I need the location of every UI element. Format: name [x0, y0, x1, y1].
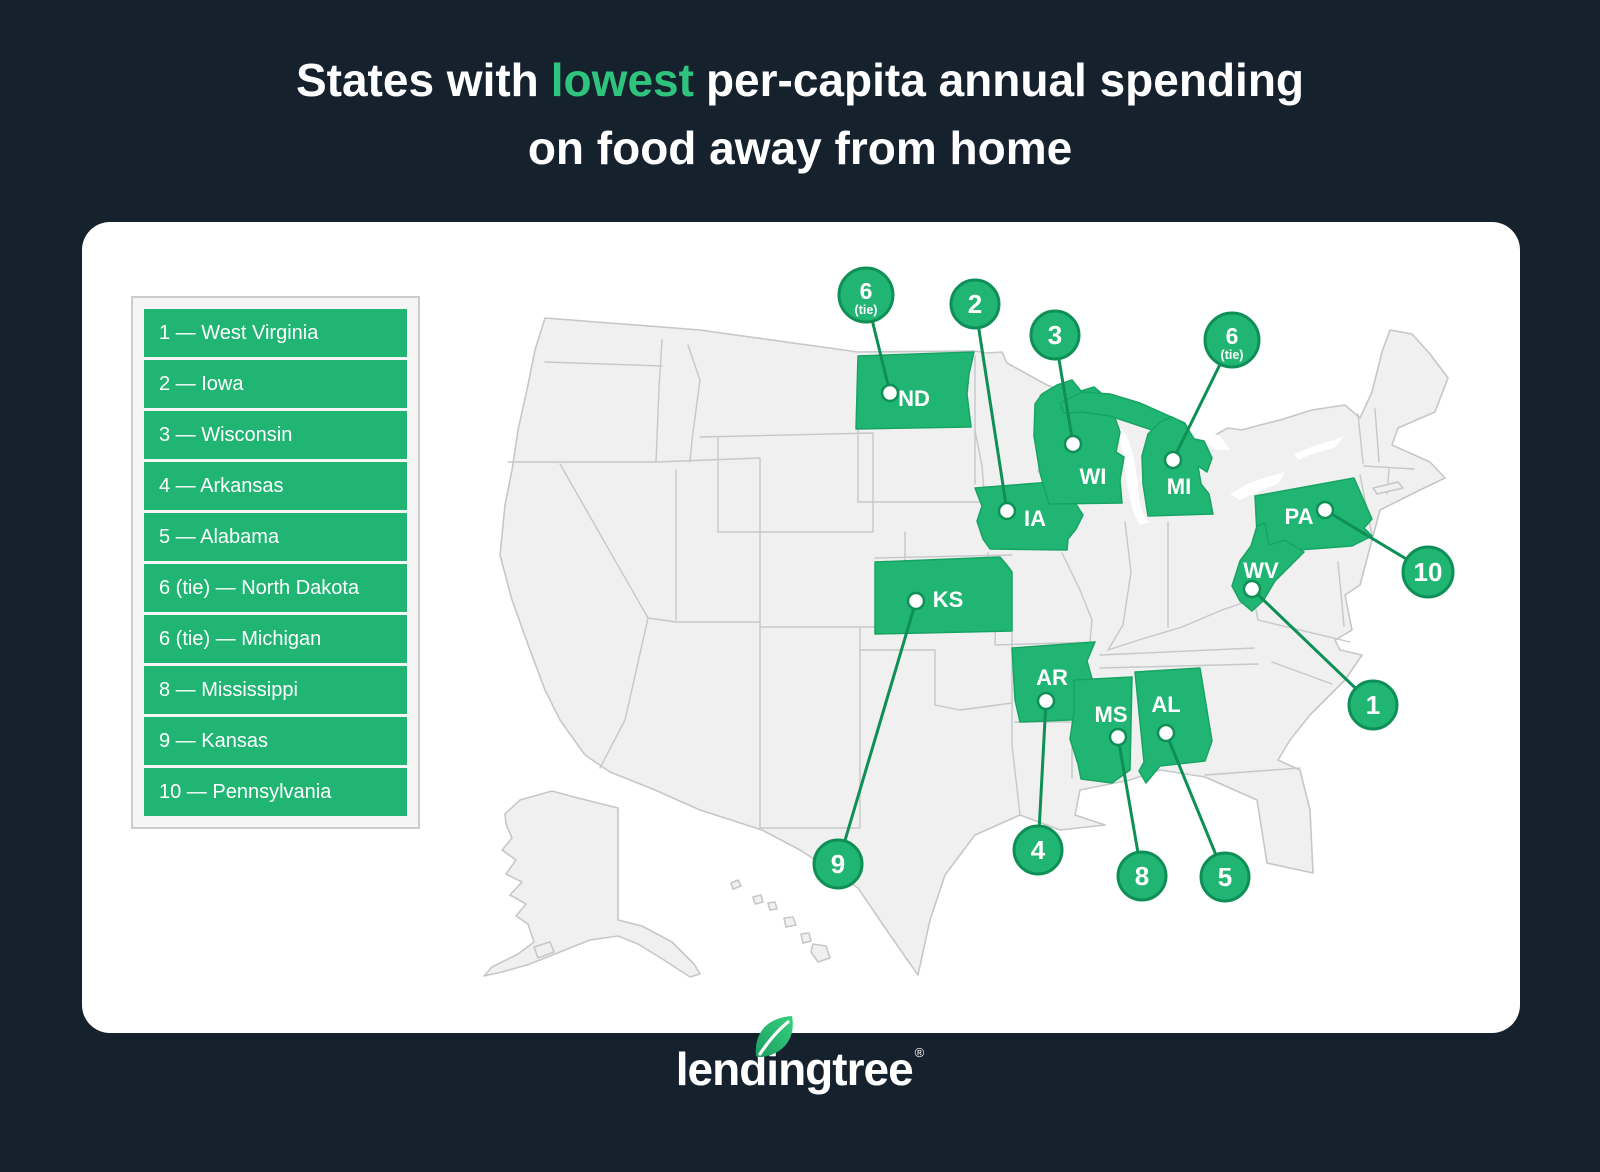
legend-item: 9 — Kansas: [144, 717, 407, 765]
connector-wv: [1250, 587, 1375, 707]
lake-erie: [1230, 472, 1285, 500]
page-title: States with lowest per-capita annual spend…: [0, 46, 1600, 182]
marker-dot-ia: [997, 501, 1017, 521]
svg-text:(tie): (tie): [855, 303, 878, 317]
registered-mark: ®: [914, 1045, 925, 1060]
leaf-icon: [755, 1016, 793, 1058]
svg-text:8: 8: [1135, 861, 1149, 891]
connector-al: [1164, 732, 1227, 878]
legend-item: 8 — Mississippi: [144, 666, 407, 714]
marker-dot-nd: [880, 383, 900, 403]
badge-wi: 3: [1029, 309, 1081, 361]
lendingtree-logo: lendingtree ®: [0, 1016, 1600, 1096]
legend-item: 6 (tie) — North Dakota: [144, 564, 407, 612]
state-label-nd: ND: [898, 386, 930, 411]
title-pre: States with: [295, 54, 539, 106]
hawaii: [730, 879, 831, 963]
svg-text:3: 3: [1048, 320, 1062, 350]
state-shape-al: [1134, 667, 1213, 784]
badge-ks: 9: [812, 838, 864, 890]
state-label-ia: IA: [1024, 506, 1046, 531]
state-label-pa: PA: [1285, 504, 1314, 529]
logo-wordmark: lendingtree: [675, 1043, 914, 1095]
lake-huron: [1185, 425, 1230, 450]
marker-dot-wi: [1063, 434, 1083, 454]
marker-dot-ms: [1108, 727, 1128, 747]
svg-text:(tie): (tie): [1221, 348, 1244, 362]
connector-ks: [836, 600, 918, 865]
marker-dot-ks: [906, 591, 926, 611]
marker-dot-wv: [1242, 579, 1262, 599]
title-accent: lowest: [550, 54, 694, 106]
title-line-1: States with lowest per-capita annual spend…: [0, 46, 1600, 114]
legend-item: 10 — Pennsylvania: [144, 768, 407, 816]
kodiak-island: [533, 941, 555, 959]
badge-nd: 6 (tie): [837, 266, 895, 324]
badge-ar: 4: [1012, 824, 1064, 876]
state-label-ks: KS: [933, 587, 964, 612]
state-label-wv: WV: [1243, 558, 1279, 583]
badge-pa: 10: [1401, 545, 1455, 599]
marker-dot-mi: [1163, 450, 1183, 470]
title-post: per-capita annual spending: [705, 54, 1305, 106]
state-label-mi: MI: [1167, 474, 1191, 499]
state-shape-ks: [874, 556, 1013, 635]
svg-text:6: 6: [1226, 323, 1239, 349]
legend-item: 2 — Iowa: [144, 360, 407, 408]
marker-dot-al: [1156, 723, 1176, 743]
long-island: [1372, 481, 1404, 495]
svg-text:10: 10: [1414, 557, 1443, 587]
badge-ms: 8: [1116, 850, 1168, 902]
state-label-ar: AR: [1036, 665, 1068, 690]
badge-al: 5: [1199, 851, 1251, 903]
legend-item: 3 — Wisconsin: [144, 411, 407, 459]
state-shape-ms: [1069, 676, 1133, 784]
us-map: ND IA WI MI PA WV KS AR MS AL 6 (tie) 2 …: [483, 266, 1455, 978]
svg-text:6: 6: [860, 278, 873, 304]
lake-ontario: [1294, 436, 1344, 460]
state-label-al: AL: [1151, 692, 1180, 717]
badge-ia: 2: [949, 278, 1001, 330]
svg-text:9: 9: [831, 849, 845, 879]
connector-ia: [973, 303, 1009, 512]
ranking-legend: 1 — West Virginia 2 — Iowa 3 — Wisconsin…: [131, 296, 420, 829]
legend-item: 1 — West Virginia: [144, 309, 407, 357]
badge-mi: 6 (tie): [1203, 311, 1261, 369]
marker-dot-ar: [1036, 691, 1056, 711]
lake-michigan: [1115, 427, 1150, 525]
marker-dot-pa: [1315, 500, 1335, 520]
legend-item: 5 — Alabama: [144, 513, 407, 561]
legend-item: 4 — Arkansas: [144, 462, 407, 510]
legend-item: 6 (tie) — Michigan: [144, 615, 407, 663]
svg-text:1: 1: [1366, 690, 1380, 720]
badge-wv: 1: [1347, 679, 1399, 731]
map-card: ND IA WI MI PA WV KS AR MS AL 6 (tie) 2 …: [82, 222, 1520, 1033]
svg-text:4: 4: [1031, 835, 1046, 865]
state-label-wi: WI: [1080, 464, 1107, 489]
title-line-2: on food away from home: [527, 122, 1073, 174]
svg-text:2: 2: [968, 289, 982, 319]
alaska: [483, 790, 701, 978]
svg-text:5: 5: [1218, 862, 1232, 892]
state-label-ms: MS: [1095, 702, 1128, 727]
